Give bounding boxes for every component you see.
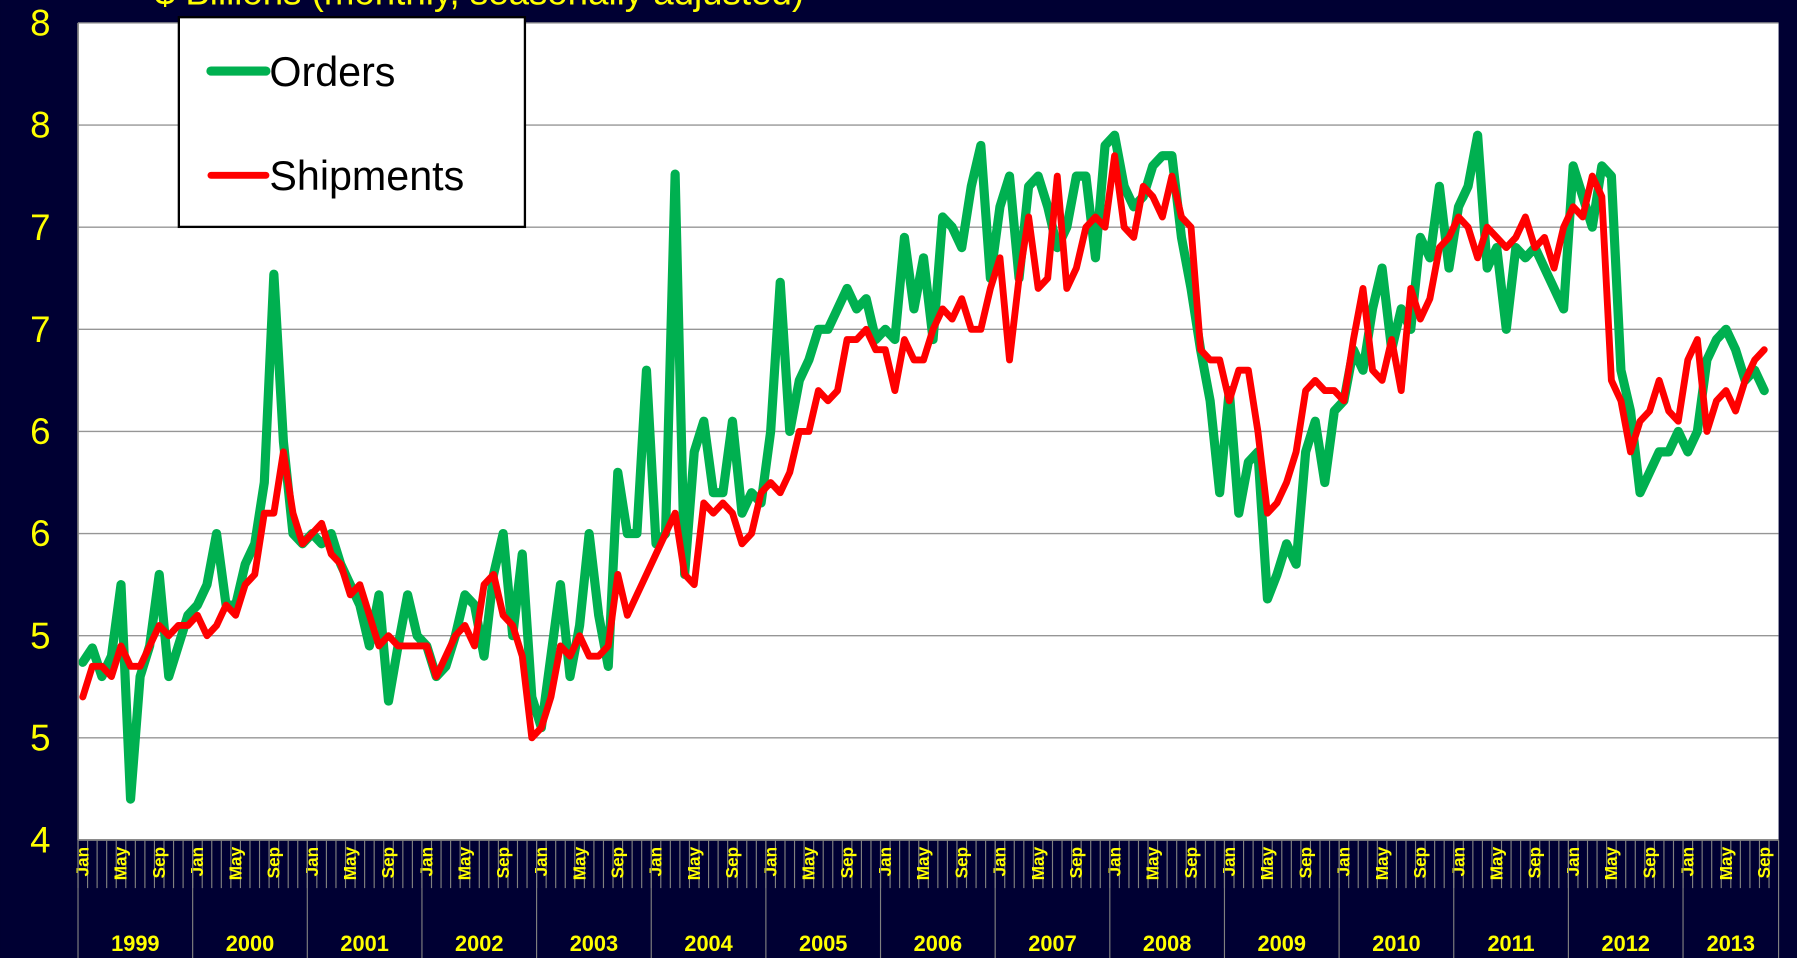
x-tick-label: May (1143, 846, 1163, 880)
x-tick-label: Sep (493, 847, 513, 879)
x-tick-label: Jan (1219, 847, 1239, 877)
year-label: 2003 (570, 931, 618, 956)
x-tick-label: Sep (1181, 847, 1201, 879)
year-label: 2013 (1707, 931, 1755, 956)
x-tick-label: May (340, 846, 360, 880)
y-tick-label: 8 (30, 105, 50, 146)
x-tick-label: May (1028, 846, 1048, 880)
x-tick-label: Jan (760, 847, 780, 877)
x-axis: 4 5 5 6 6 7 7 8 8 Jan May Sep Jan May Sep Jan May Sep Jan M… (30, 3, 1780, 958)
x-tick-label: May (1601, 846, 1621, 880)
y-tick-label: 6 (30, 411, 50, 452)
chart-title: $ Billions (monthly, seasonally adjusted… (155, 0, 804, 13)
series-line (78, 130, 1769, 804)
legend: Orders Shipments (177, 16, 527, 229)
x-tick-label: Sep (1754, 847, 1774, 879)
x-tick-label: May (1372, 846, 1392, 880)
year-label: 2004 (684, 931, 732, 956)
x-tick-label: Jan (302, 847, 322, 877)
x-tick-label: Sep (1525, 847, 1545, 879)
x-tick-label: Jan (1334, 847, 1354, 877)
x-tick-label: May (684, 846, 704, 880)
year-label: 2012 (1602, 931, 1650, 956)
x-tick-label: Jan (1563, 847, 1583, 877)
lines (78, 130, 1769, 804)
y-tick-label: 5 (30, 615, 50, 656)
x-tick-label: Sep (1410, 847, 1430, 879)
x-tick-label: May (455, 846, 475, 880)
x-tick-label: Jan (1104, 847, 1124, 877)
x-tick-label: May (799, 846, 819, 880)
x-tick-label: Sep (1639, 847, 1659, 879)
legend-label: Orders (269, 49, 395, 95)
x-tick-label: May (225, 846, 245, 880)
x-tick-label: Jan (646, 847, 666, 877)
y-tick-label: 7 (30, 309, 50, 350)
year-label: 2006 (914, 931, 962, 956)
x-tick-label: May (1257, 846, 1277, 880)
series-line (79, 152, 1768, 742)
year-label: 2002 (455, 931, 503, 956)
x-tick-label: Sep (264, 847, 284, 879)
y-tick-label: 5 (30, 717, 50, 758)
y-tick-label: 6 (30, 513, 50, 554)
x-tick-label: May (1486, 846, 1506, 880)
x-tick-label: Jan (187, 847, 207, 877)
x-tick-label: May (111, 846, 131, 880)
x-tick-label: May (1716, 846, 1736, 880)
x-tick-label: Jan (1448, 847, 1468, 877)
y-tick-label: 4 (30, 820, 50, 861)
year-label: 2005 (799, 931, 847, 956)
x-tick-label: Sep (608, 847, 628, 879)
year-label: 1999 (111, 931, 159, 956)
y-tick-label: 8 (30, 3, 50, 44)
y-tick-label: 7 (30, 207, 50, 248)
year-label: 2008 (1143, 931, 1191, 956)
x-tick-label: Sep (1295, 847, 1315, 879)
year-label: 2011 (1487, 931, 1534, 956)
x-tick-label: May (913, 846, 933, 880)
x-tick-label: Sep (1066, 847, 1086, 879)
year-label: 2007 (1028, 931, 1076, 956)
legend-label: Shipments (269, 153, 464, 199)
x-tick-label: Jan (73, 847, 93, 877)
x-tick-label: Sep (951, 847, 971, 879)
x-tick-label: Sep (149, 847, 169, 879)
x-tick-label: Sep (722, 847, 742, 879)
year-label: 2000 (226, 931, 274, 956)
x-tick-label: Jan (1678, 847, 1698, 877)
x-tick-label: Jan (875, 847, 895, 877)
year-label: 2010 (1372, 931, 1420, 956)
x-tick-label: Jan (416, 847, 436, 877)
x-tick-label: Sep (378, 847, 398, 879)
x-tick-label: Jan (531, 847, 551, 877)
year-label: 2001 (340, 931, 388, 956)
year-label: 2009 (1258, 931, 1306, 956)
x-tick-label: Jan (990, 847, 1010, 877)
legend-box (177, 16, 527, 229)
x-tick-label: May (569, 846, 589, 880)
x-tick-label: Sep (837, 847, 857, 879)
